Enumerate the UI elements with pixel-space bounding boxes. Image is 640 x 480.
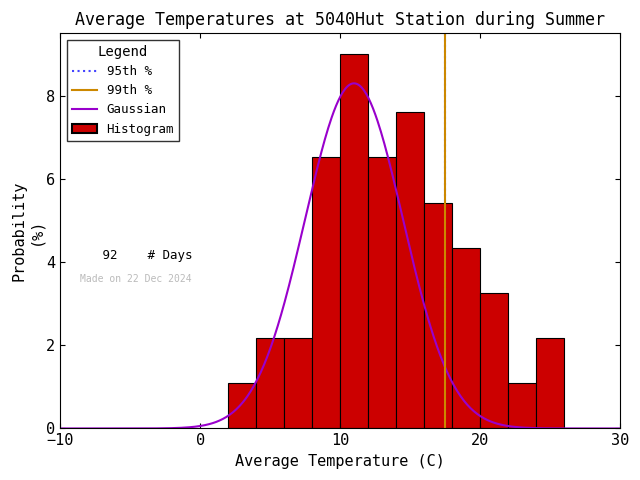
Bar xyxy=(228,383,256,429)
Text: 92    # Days: 92 # Days xyxy=(80,249,193,262)
Bar xyxy=(396,112,424,429)
Bar xyxy=(452,248,480,429)
Y-axis label: Probability
(%): Probability (%) xyxy=(11,181,44,281)
Text: Made on 22 Dec 2024: Made on 22 Dec 2024 xyxy=(80,275,191,285)
X-axis label: Average Temperature (C): Average Temperature (C) xyxy=(235,454,445,469)
Bar xyxy=(536,338,564,429)
Bar xyxy=(256,338,284,429)
Title: Average Temperatures at 5040Hut Station during Summer: Average Temperatures at 5040Hut Station … xyxy=(75,11,605,29)
Bar xyxy=(508,383,536,429)
Bar xyxy=(368,157,396,429)
Bar xyxy=(284,338,312,429)
Bar xyxy=(312,157,340,429)
Bar xyxy=(480,293,508,429)
Legend: 95th %, 99th %, Gaussian, Histogram: 95th %, 99th %, Gaussian, Histogram xyxy=(67,40,179,141)
Bar xyxy=(340,54,368,429)
Bar xyxy=(424,203,452,429)
